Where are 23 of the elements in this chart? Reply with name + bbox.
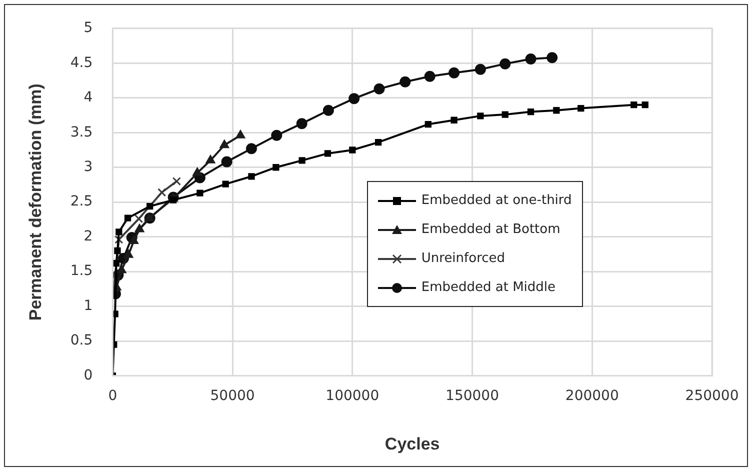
y-tick-label: 3 bbox=[84, 159, 93, 175]
legend-label: Embedded at Bottom bbox=[421, 222, 560, 238]
x-tick-label: 200000 bbox=[565, 388, 619, 404]
y-tick-label: 0 bbox=[84, 367, 93, 384]
y-tick-label: 5 bbox=[84, 20, 93, 36]
y-tick-label: 2.5 bbox=[70, 194, 93, 210]
x-tick-label: 0 bbox=[108, 388, 118, 404]
legend-label: Embedded at Middle bbox=[421, 280, 556, 296]
y-axis-title: Permanent deformation (mm) bbox=[26, 84, 45, 321]
legend-label: Unreinforced bbox=[421, 251, 506, 266]
y-tick-label: 2 bbox=[84, 228, 93, 244]
y-tick-label: 4.5 bbox=[70, 54, 93, 71]
x-tick-label: 150000 bbox=[446, 388, 499, 404]
x-tick-label: 250000 bbox=[685, 388, 739, 404]
y-tick-label: 1 bbox=[84, 298, 93, 314]
y-tick-label: 4 bbox=[84, 90, 93, 106]
y-tick-label: 0.5 bbox=[70, 332, 93, 349]
y-tick-label: 1.5 bbox=[70, 263, 93, 280]
x-axis-title: Cycles bbox=[384, 434, 440, 454]
x-tick-label: 50000 bbox=[210, 388, 255, 404]
legend-label: Embedded at one-third bbox=[421, 193, 572, 208]
x-tick-label: 100000 bbox=[326, 388, 380, 404]
y-tick-label: 3.5 bbox=[70, 124, 93, 140]
